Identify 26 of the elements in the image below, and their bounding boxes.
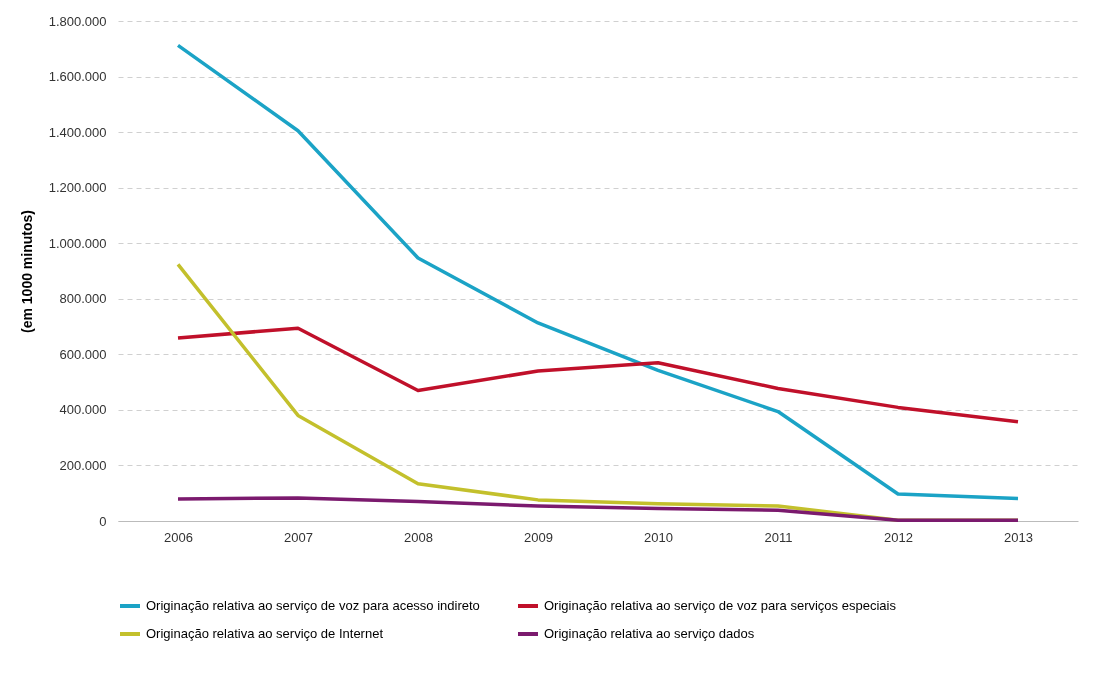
legend-label: Originação relativa ao serviço dados [544, 626, 755, 641]
x-tick-label: 2006 [164, 529, 193, 545]
x-tick-label: 2010 [644, 529, 673, 545]
line-series [176, 43, 1020, 501]
x-tick-label: 2013 [1004, 529, 1033, 545]
y-tick-label: 1.600.000 [48, 69, 107, 85]
x-tick-label: 2009 [524, 529, 553, 545]
y-tick-label: 400.000 [59, 402, 107, 418]
y-axis-title: (em 1000 minutos) [18, 210, 35, 333]
y-tick-label: 1.200.000 [48, 180, 107, 196]
legend-label: Originação relativa ao serviço de Internet [146, 626, 384, 641]
y-tick-label: 1.000.000 [48, 235, 107, 251]
y-tick-label: 800.000 [59, 291, 107, 307]
line-series [176, 496, 1020, 522]
x-tick-label: 2007 [284, 529, 313, 545]
y-tick-label: 1.400.000 [48, 124, 107, 140]
y-tick-label: 1.800.000 [48, 13, 107, 29]
x-tick-label: 2008 [404, 529, 433, 545]
x-tick-label: 2012 [884, 529, 913, 545]
y-tick-label: 0 [99, 513, 107, 529]
x-tick-label: 2011 [764, 529, 793, 545]
line-series [176, 326, 1020, 424]
y-tick-label: 200.000 [59, 457, 107, 473]
legend-label: Originação relativa ao serviço de voz para acesso indireto [146, 598, 480, 613]
y-tick-label: 600.000 [59, 346, 107, 362]
legend-label: Originação relativa ao serviço de voz para serviços especiais [544, 598, 897, 613]
